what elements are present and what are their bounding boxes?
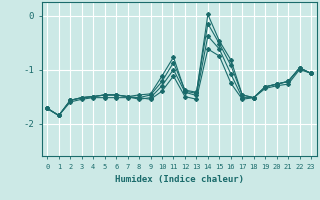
X-axis label: Humidex (Indice chaleur): Humidex (Indice chaleur) — [115, 175, 244, 184]
